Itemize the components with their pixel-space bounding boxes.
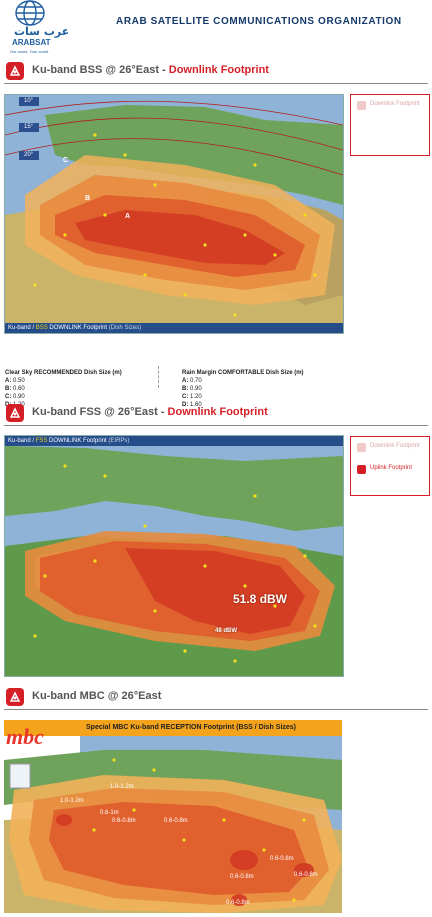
footprint-icon <box>357 443 366 452</box>
footprint-icon <box>357 465 366 474</box>
elevation-label-15: 15° <box>24 124 34 130</box>
zone-label: 0.6-0.8m <box>164 818 188 824</box>
section-header-mbc: Ku-band MBC @ 26°East <box>4 686 428 710</box>
mbc-zone-inner <box>49 802 309 895</box>
eirp-zone-peak <box>125 548 305 634</box>
elevation-labels <box>19 97 39 160</box>
mbc-footprint-map[interactable]: mbc Special MBC Ku-band RECEPTION Footpr… <box>4 720 342 913</box>
zone-label: 1.0-1.2m <box>60 798 84 804</box>
fss-footprint-map[interactable]: Ku-band / FSS DOWNLINK Footprint (EIRPs)… <box>4 435 344 677</box>
coverage-zone-a <box>75 210 285 265</box>
section-divider <box>4 425 428 426</box>
satellite-dish-icon <box>6 62 24 80</box>
section-title-bss: Ku-band BSS @ 26°East - Downlink Footpri… <box>32 64 269 76</box>
mbc-map-title: Special MBC Ku-band RECEPTION Footprint … <box>86 724 297 731</box>
organization-title: ARAB SATELLITE COMMUNICATIONS ORGANIZATI… <box>116 16 402 27</box>
zone-label: 0.6-0.8m <box>294 872 318 878</box>
section-header-fss: Ku-band FSS @ 26°East - Downlink Footpri… <box>4 402 428 426</box>
bss-footprint-map[interactable]: 10° 15° 20° A B C Ku-band / BSS DOWNLINK… <box>4 94 344 334</box>
logo-tagline: Our world. Your world. <box>10 49 49 54</box>
logo-arabic: عرب سات <box>14 25 68 38</box>
arabsat-logo[interactable]: عرب سات ARABSAT Our world. Your world. <box>6 0 69 62</box>
fss-map-caption: Ku-band / FSS DOWNLINK Footprint (EIRPs) <box>5 436 343 446</box>
satellite-dish-icon <box>6 404 24 422</box>
zone-label: 1.0-1.2m <box>110 784 134 790</box>
zone-letter-b: B <box>85 195 91 202</box>
section-header-bss: Ku-band BSS @ 26°East - Downlink Footpri… <box>4 60 428 84</box>
zone-label: 0.6-1m <box>100 810 119 816</box>
rain-margin-dish-sizes: Rain Margin COMFORTABLE Dish Size (m) A:… <box>182 370 304 408</box>
zone-label: 0.6-0.8m <box>270 856 294 862</box>
dish-size-separator <box>158 366 159 388</box>
eirp-edge-label: 48 dBW <box>215 628 238 634</box>
bss-map-caption: Ku-band / BSS DOWNLINK Footprint (Dish S… <box>5 323 343 333</box>
eirp-peak-label: 51.8 dBW <box>233 592 288 606</box>
elevation-label-10: 10° <box>24 98 34 104</box>
footprint-icon <box>357 101 366 110</box>
section-divider <box>4 83 428 84</box>
mbc-logo: mbc <box>6 724 44 749</box>
elevation-label-20: 20° <box>24 152 34 158</box>
fss-side-panel: Downlink Footprint Uplink Footprint <box>350 436 430 496</box>
zone-label: 0.6-0.8m <box>112 818 136 824</box>
zone-letter-a: A <box>125 213 131 220</box>
section-title-fss: Ku-band FSS @ 26°East - Downlink Footpri… <box>32 406 268 418</box>
zone-label: 0.6-0.8m <box>230 874 254 880</box>
satellite-dish-icon <box>6 688 24 706</box>
section-title-mbc: Ku-band MBC @ 26°East <box>32 690 162 702</box>
section-divider <box>4 709 428 710</box>
zone-letter-c: C <box>63 157 69 164</box>
zone-label: 0.6-0.8m <box>226 900 250 906</box>
logo-wordmark: ARABSAT <box>12 38 51 47</box>
bss-side-panel: Downlink Footprint <box>350 94 430 156</box>
